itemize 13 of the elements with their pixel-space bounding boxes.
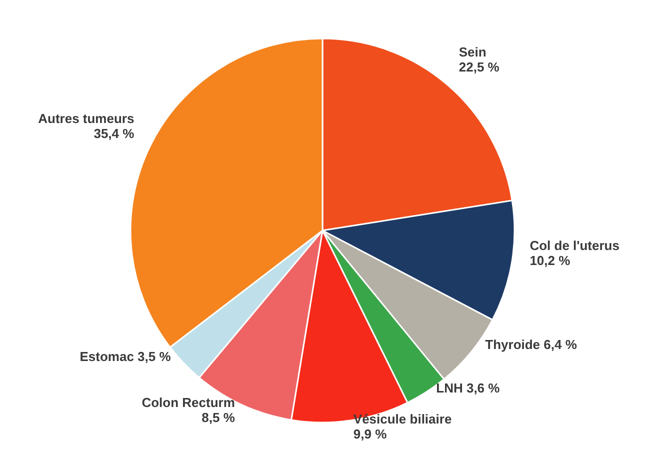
slice-label: Autres tumeurs [38,111,134,126]
slice-label: Sein [458,44,486,60]
slice-label: Thyroide 6,4 % [485,336,578,352]
slice-label: Estomac 3,5 % [80,349,172,364]
data-label: 8,5 % [202,410,236,425]
data-label: 35,4 % [94,126,135,142]
data-label: 10,2 % [530,253,571,268]
slice-label: Colon Recturm [142,394,235,410]
slice-label: Col de l'uterus [530,238,620,254]
slice-label: LNH 3,6 % [436,380,500,396]
data-label: 22,5 % [458,59,500,74]
data-label: 9,9 % [353,426,388,442]
slice-label: Vésicule biliaire [353,412,452,427]
